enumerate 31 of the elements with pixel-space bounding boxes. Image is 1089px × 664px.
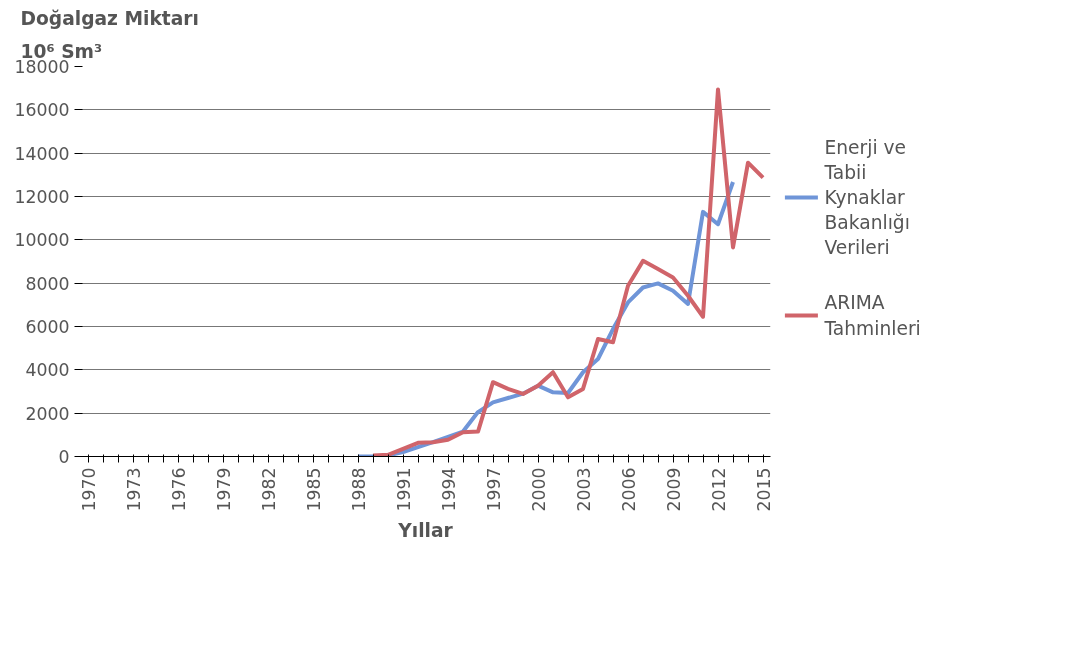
x-tick-label: 2000 [528,467,549,512]
chart-title: Doğalgaz Miktarı [20,7,199,29]
x-tick-label: 2015 [753,467,774,512]
x-axis-title: Yıllar [397,519,454,541]
line-series [371,87,765,457]
x-tick-label: 2012 [708,467,729,512]
y-tick-label: 8000 [25,273,70,294]
x-tick-label: 1976 [168,467,189,512]
x-tick-label: 2009 [663,467,684,512]
x-tick-label: 2003 [573,467,594,512]
x-tick-label: 2006 [618,467,639,512]
y-tick-label: 16000 [14,100,70,121]
x-tick-label: 1979 [213,467,234,512]
y-tick-label: 6000 [25,317,70,337]
x-tick-label: 1970 [78,467,99,512]
legend-label: ARIMA Tahminleri [823,292,921,339]
y-tick-label: 14000 [14,143,70,164]
y-tick-label: 0 [58,447,70,467]
x-tick-label: 1982 [258,467,279,512]
x-tick-label: 1988 [348,467,369,512]
x-tick-label: 1985 [303,467,324,512]
x-tick-label: 1997 [483,467,504,512]
legend-label: Enerji ve Tabii Kynaklar Bakanlığı Verileri [823,136,910,259]
y-tick-label: 18000 [14,57,70,77]
y-tick-label: 12000 [14,187,70,207]
x-tick-label: 1991 [393,467,414,512]
y-tick-label: 10000 [14,230,70,251]
y-tick-label: 2000 [25,403,70,424]
x-tick-label: 1973 [123,467,144,512]
y-tick-label: 4000 [25,360,70,381]
x-tick-label: 1994 [438,467,459,512]
